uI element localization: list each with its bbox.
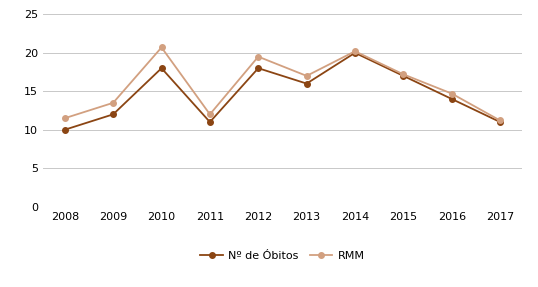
RMM — [110, 101, 116, 104]
Legend: Nº de Óbitos, RMM: Nº de Óbitos, RMM — [196, 247, 369, 266]
Nº de Óbitos — [497, 120, 504, 124]
Nº de Óbitos — [303, 82, 310, 85]
RMM — [158, 46, 165, 49]
Nº de Óbitos — [158, 67, 165, 70]
RMM — [303, 74, 310, 77]
Nº de Óbitos — [400, 74, 407, 77]
Nº de Óbitos — [352, 51, 358, 55]
RMM — [497, 119, 504, 122]
Nº de Óbitos — [255, 67, 261, 70]
RMM — [449, 92, 455, 95]
RMM — [400, 73, 407, 76]
Line: RMM: RMM — [62, 45, 503, 123]
Nº de Óbitos — [207, 120, 213, 124]
Nº de Óbitos — [61, 128, 68, 131]
RMM — [352, 50, 358, 53]
RMM — [61, 117, 68, 120]
Line: Nº de Óbitos: Nº de Óbitos — [62, 50, 503, 133]
RMM — [207, 113, 213, 116]
Nº de Óbitos — [110, 113, 116, 116]
RMM — [255, 55, 261, 58]
Nº de Óbitos — [449, 97, 455, 101]
